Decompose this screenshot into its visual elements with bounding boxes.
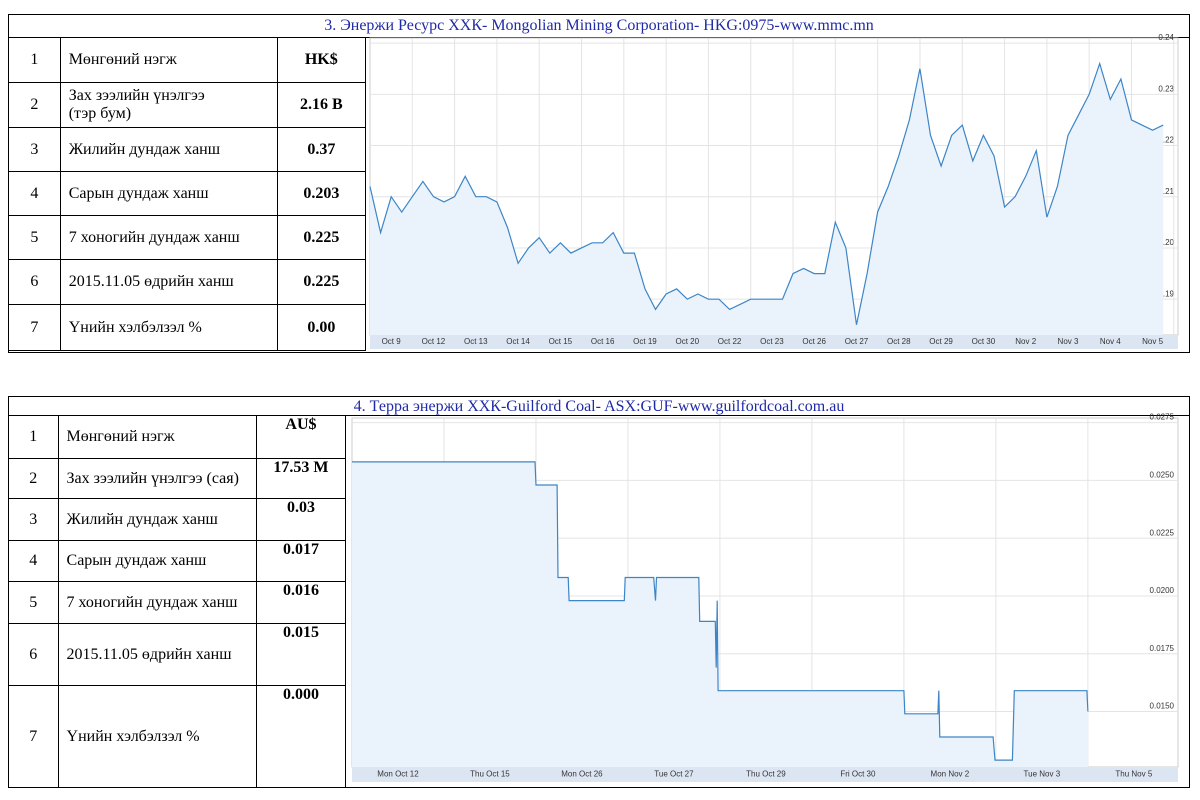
x-tick-label: Oct 16 bbox=[591, 337, 615, 346]
y-tick-label: 0.21 bbox=[1158, 187, 1174, 196]
row-label: Зах зээлийн үнэлгээ (сая) bbox=[57, 458, 257, 499]
row-label: 2015.11.05 өдрийн ханш bbox=[57, 623, 257, 686]
row-value: 0.00 bbox=[276, 304, 367, 351]
y-tick-label: 0.24 bbox=[1158, 33, 1174, 42]
info-table: 1 Мөнгөний нэгж AU$ 2 Зах зээлийн үнэлгээ (с… bbox=[8, 415, 347, 788]
table-row: 3 Жилийн дундаж ханш 0.03 bbox=[8, 498, 347, 541]
table-row: 4 Сарын дундаж ханш 0.203 bbox=[8, 171, 367, 216]
x-axis-band bbox=[352, 767, 1178, 782]
x-tick-label: Mon Oct 12 bbox=[377, 770, 419, 779]
x-tick-label: Oct 22 bbox=[718, 337, 742, 346]
row-number: 5 bbox=[8, 581, 59, 624]
x-tick-label: Thu Nov 5 bbox=[1115, 770, 1152, 779]
y-tick-label: 0.0275 bbox=[1150, 413, 1175, 422]
x-tick-label: Tue Oct 27 bbox=[654, 770, 694, 779]
x-tick-label: Thu Oct 29 bbox=[746, 770, 786, 779]
row-label: Жилийн дундаж ханш bbox=[57, 498, 257, 541]
table-row: 6 2015.11.05 өдрийн ханш 0.015 bbox=[8, 623, 347, 686]
row-label: Үнийн хэлбэлзэл % bbox=[59, 304, 278, 351]
y-tick-label: 0.0225 bbox=[1150, 528, 1175, 537]
x-tick-label: Oct 12 bbox=[422, 337, 446, 346]
table-row: 2 Зах зээлийн үнэлгээ (сая) 17.53 M bbox=[8, 458, 347, 499]
x-tick-label: Oct 15 bbox=[549, 337, 573, 346]
y-tick-label: 0.23 bbox=[1158, 84, 1174, 93]
row-number: 7 bbox=[8, 304, 61, 351]
table-row: 3 Жилийн дундаж ханш 0.37 bbox=[8, 127, 367, 172]
x-tick-label: Mon Nov 2 bbox=[931, 770, 970, 779]
x-tick-label: Oct 19 bbox=[633, 337, 657, 346]
row-value: AU$ bbox=[255, 415, 347, 459]
x-tick-label: Oct 14 bbox=[506, 337, 530, 346]
row-label: 7 хоногийн дундаж ханш bbox=[57, 581, 257, 624]
row-value: 0.225 bbox=[276, 215, 367, 260]
row-label: Сарын дундаж ханш bbox=[57, 540, 257, 582]
row-label: Мөнгөний нэгж bbox=[57, 415, 257, 459]
row-label: Сарын дундаж ханш bbox=[59, 171, 278, 216]
table-row: 7 Үнийн хэлбэлзэл % 0.00 bbox=[8, 304, 367, 351]
y-tick-label: 0.20 bbox=[1158, 238, 1174, 247]
y-tick-label: 0.19 bbox=[1158, 289, 1174, 298]
x-tick-label: Oct 20 bbox=[675, 337, 699, 346]
row-value: 0.015 bbox=[255, 623, 347, 686]
x-tick-label: Mon Oct 26 bbox=[561, 770, 603, 779]
x-tick-label: Tue Nov 3 bbox=[1024, 770, 1061, 779]
table-row: 6 2015.11.05 өдрийн ханш 0.225 bbox=[8, 259, 367, 305]
row-label: Үнийн хэлбэлзэл % bbox=[57, 685, 257, 788]
x-tick-label: Oct 27 bbox=[845, 337, 869, 346]
y-tick-label: 0.0200 bbox=[1150, 586, 1175, 595]
x-tick-label: Oct 9 bbox=[382, 337, 402, 346]
row-value: 0.000 bbox=[255, 685, 347, 788]
x-axis-band bbox=[370, 335, 1178, 349]
y-tick-label: 0.0250 bbox=[1150, 471, 1175, 480]
row-number: 3 bbox=[8, 498, 59, 541]
x-tick-label: Oct 13 bbox=[464, 337, 488, 346]
x-tick-label: Nov 3 bbox=[1058, 337, 1079, 346]
x-tick-label: Oct 28 bbox=[887, 337, 911, 346]
area bbox=[352, 461, 1088, 767]
row-label: Мөнгөний нэгж bbox=[59, 37, 278, 83]
x-tick-label: Nov 2 bbox=[1015, 337, 1036, 346]
table-row: 2 Зах зээлийн үнэлгээ (тэр бум) 2.16 B bbox=[8, 82, 367, 128]
price-line bbox=[352, 461, 1089, 761]
row-number: 6 bbox=[8, 259, 61, 305]
row-number: 5 bbox=[8, 215, 61, 260]
row-number: 4 bbox=[8, 171, 61, 216]
table-row: 7 Үнийн хэлбэлзэл % 0.000 bbox=[8, 685, 347, 788]
row-value: 0.225 bbox=[276, 259, 367, 305]
x-tick-label: Oct 30 bbox=[972, 337, 996, 346]
y-tick-label: 0.0150 bbox=[1150, 702, 1175, 711]
row-label: Зах зээлийн үнэлгээ (тэр бум) bbox=[59, 82, 278, 128]
x-tick-label: Nov 4 bbox=[1100, 337, 1121, 346]
row-label: Жилийн дундаж ханш bbox=[59, 127, 278, 172]
row-value: 0.203 bbox=[276, 171, 367, 216]
x-tick-label: Nov 5 bbox=[1142, 337, 1163, 346]
row-number: 2 bbox=[8, 82, 61, 128]
y-tick-label: 0.0175 bbox=[1150, 644, 1175, 653]
x-tick-label: Oct 29 bbox=[929, 337, 953, 346]
x-tick-label: Fri Oct 30 bbox=[840, 770, 876, 779]
row-value: 0.017 bbox=[255, 540, 347, 582]
y-tick-label: 0.22 bbox=[1158, 136, 1174, 145]
row-value: 0.03 bbox=[255, 498, 347, 541]
price-line bbox=[369, 61, 1164, 325]
x-tick-label: Oct 26 bbox=[802, 337, 826, 346]
table-row: 1 Мөнгөний нэгж AU$ bbox=[8, 415, 347, 459]
x-tick-label: Thu Oct 15 bbox=[470, 770, 510, 779]
x-tick-label: Oct 23 bbox=[760, 337, 784, 346]
area bbox=[370, 63, 1164, 335]
info-table: 1 Мөнгөний нэгж HK$ 2 Зах зээлийн үнэлгээ (т… bbox=[8, 37, 367, 351]
row-label: 2015.11.05 өдрийн ханш bbox=[59, 259, 278, 305]
